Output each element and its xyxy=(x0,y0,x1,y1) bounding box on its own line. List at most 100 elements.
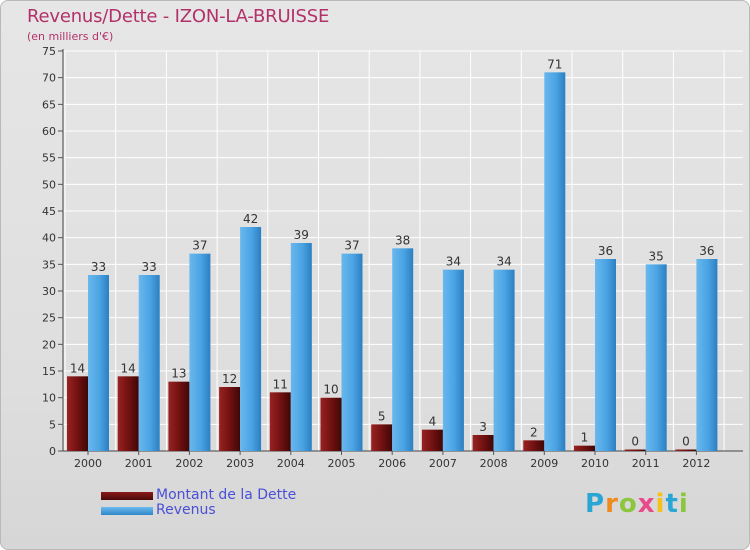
data-label-revenus: 33 xyxy=(91,260,106,274)
x-tick-label: 2010 xyxy=(581,457,609,470)
legend-label-revenus: Revenus xyxy=(156,502,216,518)
bar-dette xyxy=(371,424,393,451)
y-tick-label: 20 xyxy=(42,338,56,351)
bar-dette xyxy=(219,387,241,451)
bar-revenus xyxy=(544,72,566,451)
x-tick-label: 2002 xyxy=(175,457,203,470)
x-tick-label: 2005 xyxy=(328,457,356,470)
proxiti-logo: Proxiti xyxy=(585,489,689,519)
bar-dette xyxy=(472,435,494,451)
data-label-revenus: 42 xyxy=(243,212,258,226)
data-label-dette: 2 xyxy=(530,425,538,439)
logo-letter: t xyxy=(665,489,679,519)
x-tick-label: 2001 xyxy=(125,457,153,470)
y-tick-label: 65 xyxy=(42,98,56,111)
data-label-revenus: 37 xyxy=(344,239,359,253)
data-label-dette: 4 xyxy=(429,415,437,429)
bar-revenus xyxy=(645,264,667,451)
y-tick-label: 45 xyxy=(42,205,56,218)
bar-dette xyxy=(269,392,291,451)
x-tick-label: 2008 xyxy=(480,457,508,470)
x-tick-label: 2000 xyxy=(74,457,102,470)
y-tick-label: 35 xyxy=(42,258,56,271)
data-label-dette: 14 xyxy=(121,361,136,375)
data-label-dette: 14 xyxy=(70,361,85,375)
data-label-dette: 0 xyxy=(631,435,639,449)
x-tick-label: 2003 xyxy=(226,457,254,470)
data-label-dette: 0 xyxy=(682,435,690,449)
y-tick-label: 5 xyxy=(49,418,56,431)
logo-letter: o xyxy=(618,489,638,519)
bar-revenus xyxy=(189,253,211,451)
bar-revenus xyxy=(696,259,718,451)
logo-letter: P xyxy=(585,489,606,519)
data-label-dette: 11 xyxy=(273,377,288,391)
y-tick-label: 30 xyxy=(42,285,56,298)
bar-revenus xyxy=(493,269,515,451)
chart-title: Revenus/Dette - IZON-LA-BRUISSE xyxy=(27,6,330,27)
y-tick-label: 15 xyxy=(42,365,56,378)
y-tick-label: 50 xyxy=(42,178,56,191)
data-label-revenus: 36 xyxy=(598,244,613,258)
x-tick-label: 2012 xyxy=(682,457,710,470)
data-label-dette: 12 xyxy=(222,372,237,386)
bar-dette xyxy=(675,449,697,451)
y-tick-label: 25 xyxy=(42,312,56,325)
y-tick-label: 60 xyxy=(42,125,56,138)
y-tick-label: 0 xyxy=(49,445,56,458)
data-label-dette: 13 xyxy=(171,367,186,381)
chart-subtitle: (en milliers d'€) xyxy=(27,30,114,43)
bar-revenus xyxy=(442,269,464,451)
logo-letter: x xyxy=(637,489,656,519)
data-label-revenus: 71 xyxy=(547,57,562,71)
bar-revenus xyxy=(240,227,262,451)
y-tick-label: 40 xyxy=(42,232,56,245)
data-label-dette: 3 xyxy=(479,420,487,434)
y-tick-label: 75 xyxy=(42,45,56,58)
bar-dette xyxy=(421,429,443,451)
data-label-revenus: 34 xyxy=(446,255,461,269)
legend-swatch-debt xyxy=(101,492,153,500)
data-label-revenus: 35 xyxy=(649,249,664,263)
bar-dette xyxy=(67,376,88,451)
data-label-revenus: 34 xyxy=(496,255,511,269)
data-label-revenus: 36 xyxy=(699,244,714,258)
x-tick-label: 2007 xyxy=(429,457,457,470)
data-labels: 14 33 14 33 13 37 12 42 11 39 10 37 5 38 4 34 3 34 2 71 1 36 0… xyxy=(70,57,715,448)
bar-dette xyxy=(320,397,342,451)
bar-revenus xyxy=(290,243,312,451)
bars xyxy=(67,72,718,451)
bar-revenus xyxy=(595,259,616,451)
bar-dette xyxy=(117,376,139,451)
bar-dette xyxy=(168,381,190,451)
data-label-revenus: 37 xyxy=(192,239,207,253)
logo-letter: r xyxy=(605,489,619,519)
data-label-dette: 1 xyxy=(581,431,589,445)
x-tick-label: 2006 xyxy=(378,457,406,470)
grid-lines xyxy=(63,50,743,451)
bar-dette xyxy=(574,445,595,451)
y-tick-label: 55 xyxy=(42,152,56,165)
data-label-revenus: 39 xyxy=(294,228,309,242)
data-label-dette: 10 xyxy=(323,383,338,397)
logo-letter: i xyxy=(655,489,666,519)
data-label-revenus: 33 xyxy=(142,260,157,274)
data-label-revenus: 38 xyxy=(395,233,410,247)
data-label-dette: 5 xyxy=(378,409,386,423)
bar-dette xyxy=(523,440,545,451)
x-tick-label: 2011 xyxy=(632,457,660,470)
x-tick-label: 2009 xyxy=(530,457,558,470)
bar-revenus xyxy=(88,275,109,451)
y-tick-label: 10 xyxy=(42,392,56,405)
legend-label-debt: Montant de la Dette xyxy=(156,487,297,503)
bar-revenus xyxy=(138,275,160,451)
logo-letter: i xyxy=(678,489,689,519)
legend-swatch-revenus xyxy=(101,507,153,515)
bar-revenus xyxy=(341,253,363,451)
bar-revenus xyxy=(392,248,414,451)
bar-dette xyxy=(624,449,646,451)
y-tick-label: 70 xyxy=(42,72,56,85)
